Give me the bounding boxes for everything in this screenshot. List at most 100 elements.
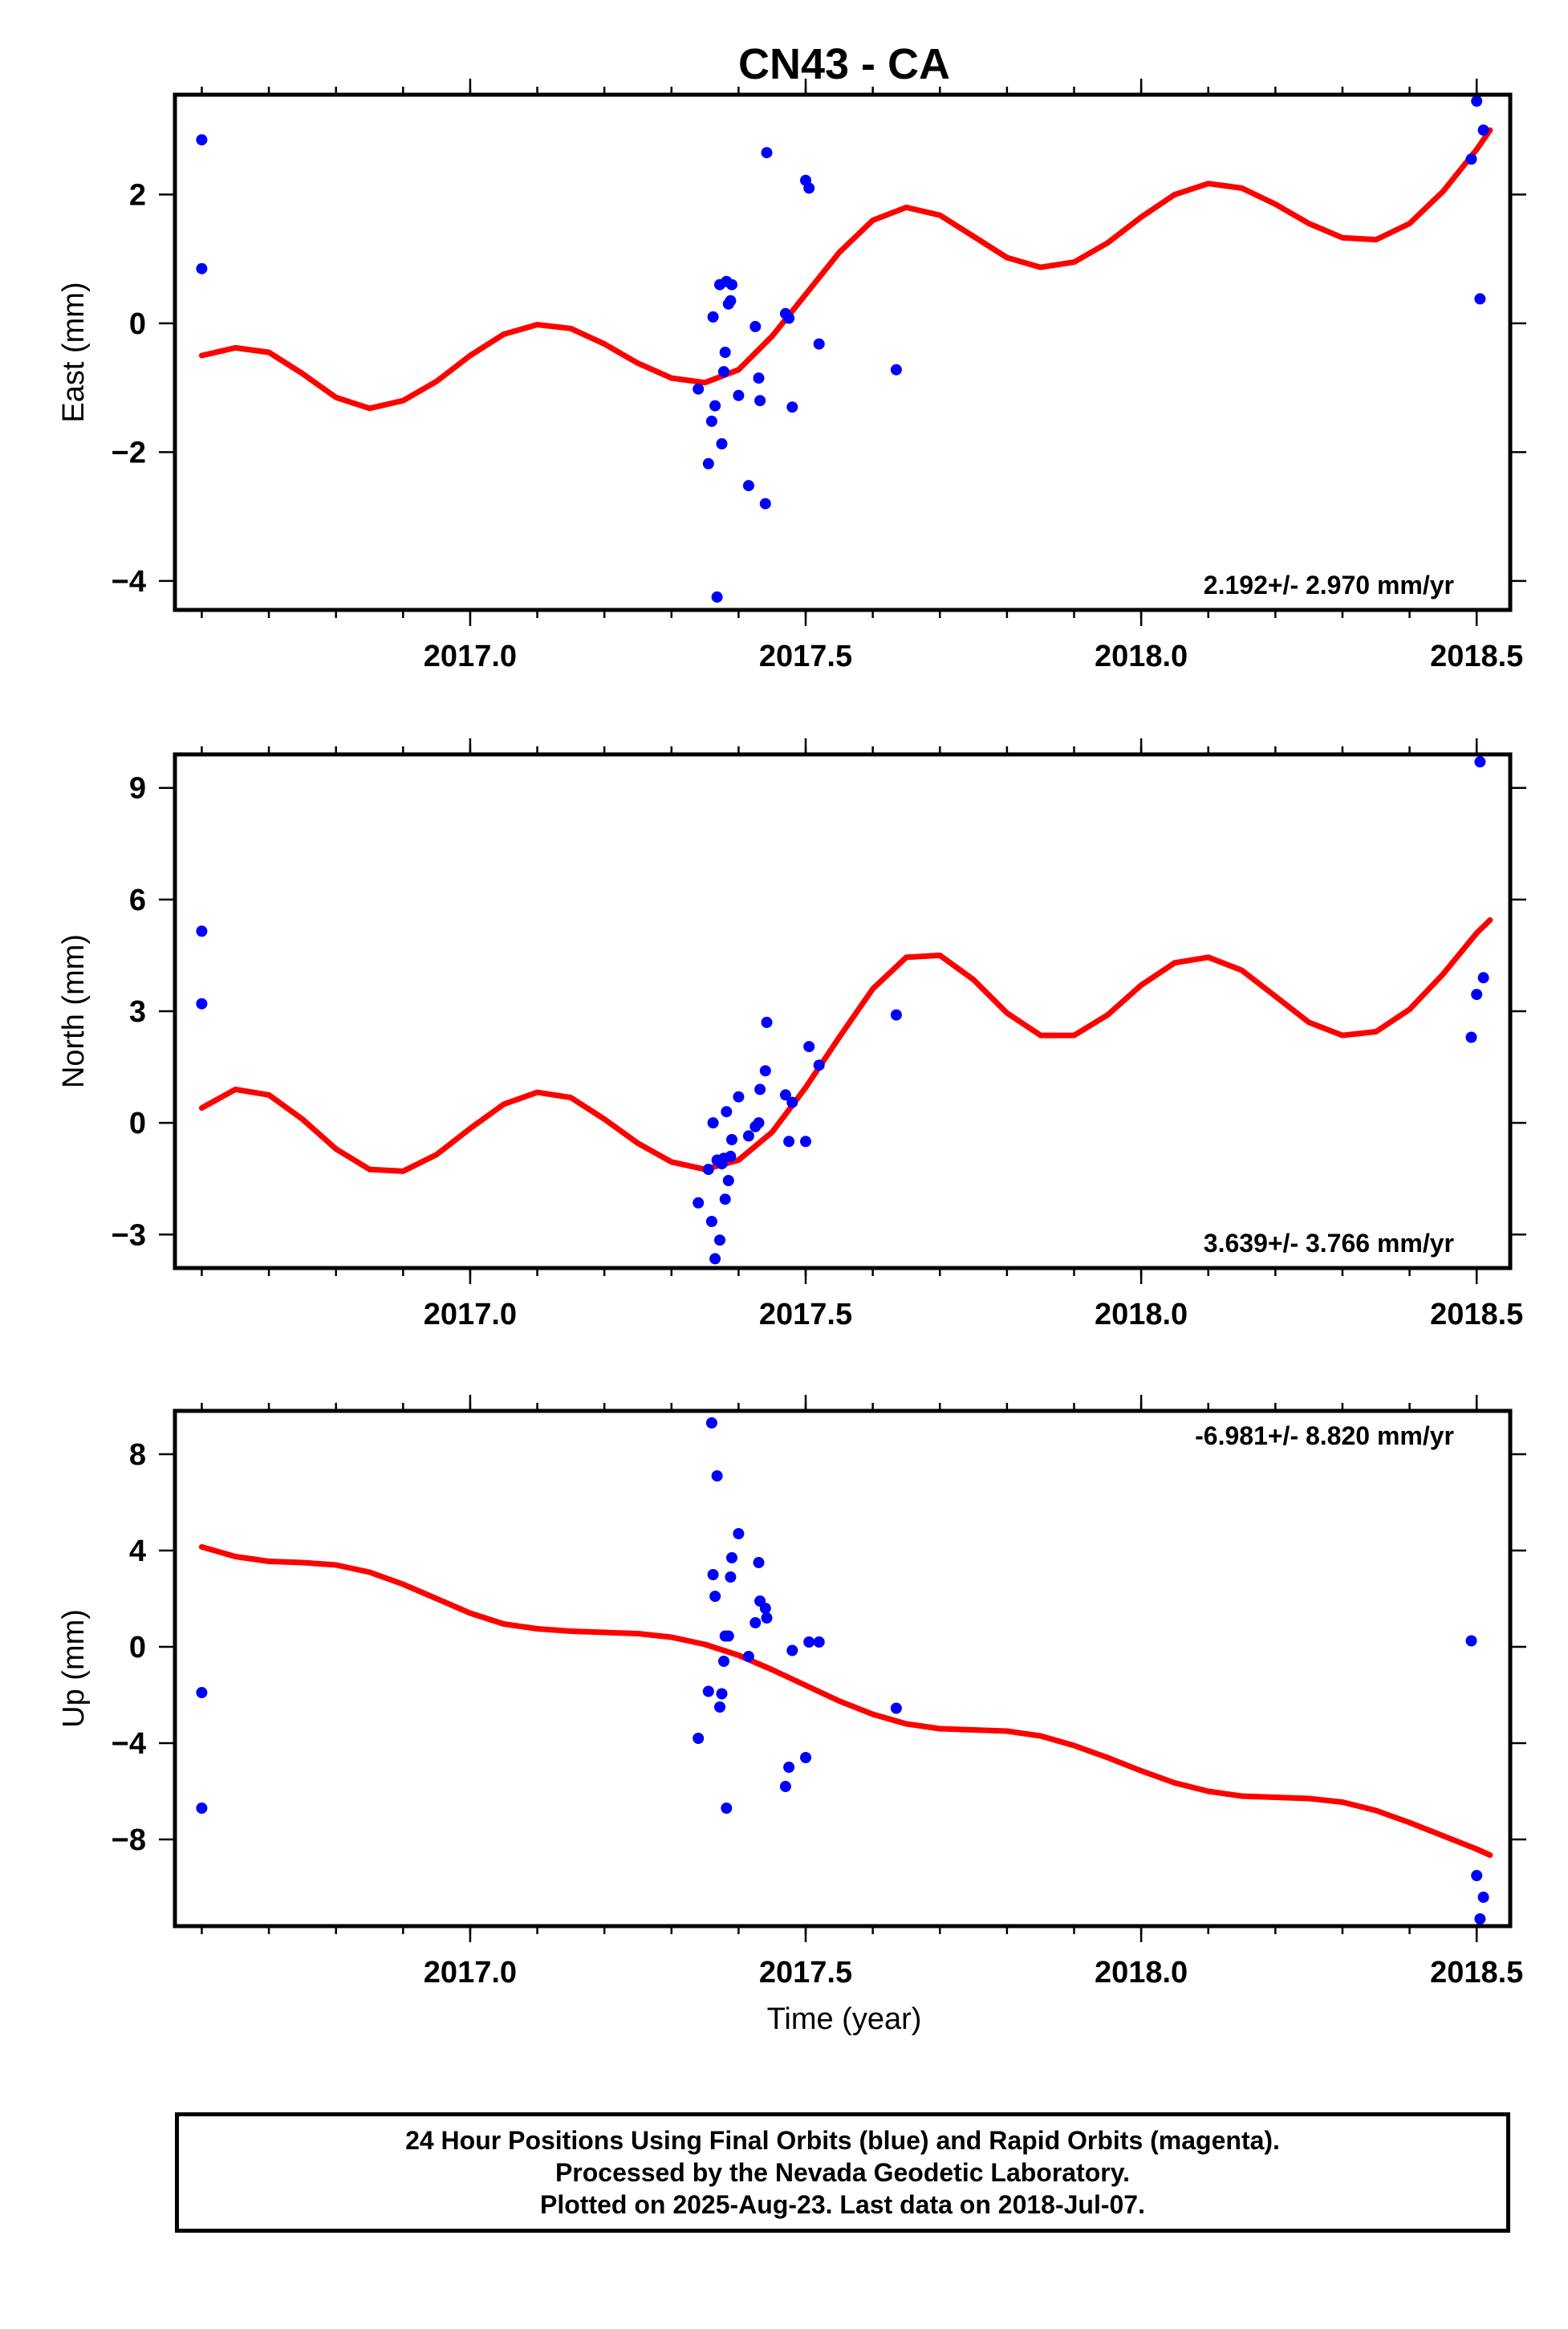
north-rate-label: 3.639+/- 3.766 mm/yr: [1204, 1229, 1454, 1258]
up-data-point: [722, 1630, 734, 1642]
east-data-point: [709, 400, 721, 412]
east-data-point: [749, 320, 762, 332]
up-x-tick-label: 2017.5: [759, 1956, 852, 1990]
east-data-point: [754, 395, 766, 407]
north-y-tick-label: −3: [112, 1218, 146, 1252]
east-data-point: [803, 182, 815, 194]
east-data-point: [761, 147, 773, 159]
up-data-point: [742, 1651, 754, 1662]
up-x-tick-label: 2018.5: [1430, 1956, 1523, 1990]
east-x-tick-label: 2018.0: [1095, 640, 1188, 673]
east-y-tick-label: −4: [112, 565, 146, 599]
north-y-axis-label: North (mm): [57, 934, 91, 1088]
north-data-point: [705, 1216, 717, 1227]
north-data-point: [890, 1009, 902, 1021]
x-axis-label: Time (year): [767, 2002, 922, 2036]
footer-line-2: Processed by the Nevada Geodetic Laborat…: [554, 2158, 1131, 2187]
east-frame: [173, 92, 1513, 612]
up-y-tick-label: 0: [129, 1631, 146, 1664]
east-data-point: [718, 366, 729, 378]
up-y-tick-label: 4: [129, 1534, 146, 1568]
north-data-point: [733, 1091, 745, 1103]
north-data-point: [196, 998, 208, 1010]
up-data-point: [714, 1701, 725, 1713]
east-fit-line: [198, 127, 1493, 412]
north-data-point: [753, 1117, 765, 1129]
north-data-point: [1465, 1031, 1477, 1043]
north-data-point: [754, 1083, 766, 1095]
north-x-tick-label: 2017.5: [759, 1298, 852, 1331]
up-data-point: [761, 1612, 773, 1624]
east-data-point: [742, 480, 754, 492]
footer-line-3: Plotted on 2025-Aug-23. Last data on 201…: [540, 2190, 1145, 2219]
north-x-tick-label: 2017.0: [424, 1298, 517, 1331]
up-frame: [173, 1408, 1513, 1929]
up-data-point: [783, 1762, 795, 1773]
up-data-point: [733, 1528, 745, 1539]
east-data-point: [890, 364, 902, 376]
north-x-tick-label: 2018.0: [1095, 1298, 1188, 1331]
north-fit-line: [198, 917, 1493, 1174]
east-data-point: [753, 372, 765, 384]
east-data-point: [705, 415, 717, 427]
up-data-point: [726, 1552, 737, 1563]
east-panel: 2017.0 2017.5 2018.0 2018.5 −4 −2 0 2 East (mm) 2…: [57, 79, 1526, 673]
north-data-point: [721, 1106, 733, 1118]
north-x-tick-label: 2018.5: [1430, 1298, 1523, 1331]
up-x-tick-label: 2018.0: [1095, 1956, 1188, 1990]
north-data-point: [719, 1193, 731, 1205]
up-y-tick-label: −8: [112, 1823, 146, 1857]
north-data-point: [779, 1089, 791, 1101]
up-data-point: [753, 1557, 765, 1568]
north-data-point: [702, 1164, 714, 1176]
up-data-point: [749, 1617, 762, 1628]
north-panel: 2017.0 2017.5 2018.0 2018.5 −3 0 3 6 9 North (mm)…: [57, 738, 1526, 1331]
north-plot-area: [196, 756, 1493, 1265]
up-data-point: [711, 1470, 723, 1482]
up-data-point: [803, 1636, 815, 1648]
north-data-point: [693, 1197, 705, 1209]
up-y-tick-label: −4: [112, 1727, 146, 1761]
east-rate-label: 2.192+/- 2.970 mm/yr: [1204, 571, 1454, 600]
footer-line-1: 24 Hour Positions Using Final Orbits (bl…: [405, 2126, 1280, 2155]
east-data-point: [707, 311, 719, 323]
north-data-point: [196, 925, 208, 937]
north-data-point: [1477, 972, 1489, 984]
up-data-point: [196, 1687, 208, 1698]
up-data-point: [693, 1733, 705, 1744]
north-data-point: [707, 1117, 719, 1129]
east-data-point: [702, 457, 714, 469]
north-y-tick-label: 6: [129, 884, 146, 917]
up-data-point: [702, 1685, 714, 1697]
north-data-point: [803, 1041, 815, 1053]
up-data-point: [759, 1603, 771, 1614]
east-plot-area: [196, 96, 1493, 603]
up-data-point: [196, 1803, 208, 1814]
east-data-point: [196, 134, 208, 146]
up-plot-area: [196, 1417, 1493, 1925]
north-data-point: [783, 1136, 795, 1148]
north-data-point: [786, 1096, 798, 1108]
east-data-point: [711, 591, 723, 603]
east-data-point: [1465, 153, 1477, 165]
up-y-axis-label: Up (mm): [57, 1609, 91, 1728]
north-data-point: [726, 1134, 737, 1145]
up-data-point: [1465, 1635, 1477, 1647]
east-data-point: [725, 295, 737, 307]
up-data-point: [779, 1781, 791, 1792]
north-data-point: [1474, 756, 1486, 768]
chart-title: CN43 - CA: [738, 40, 950, 88]
up-data-point: [725, 1571, 737, 1583]
east-data-point: [693, 383, 705, 395]
east-y-axis-label: East (mm): [57, 282, 91, 422]
up-data-point: [813, 1636, 825, 1648]
north-data-point: [725, 1150, 737, 1162]
up-panel: 2017.0 2017.5 2018.0 2018.5 −8 −4 0 4 8 Up (mm) -6…: [57, 1395, 1526, 1990]
east-y-tick-label: −2: [112, 436, 146, 469]
up-data-point: [716, 1688, 728, 1700]
up-y-tick-label: 8: [129, 1438, 146, 1472]
north-data-point: [759, 1065, 771, 1077]
up-data-point: [707, 1569, 719, 1580]
up-data-point: [721, 1803, 733, 1814]
